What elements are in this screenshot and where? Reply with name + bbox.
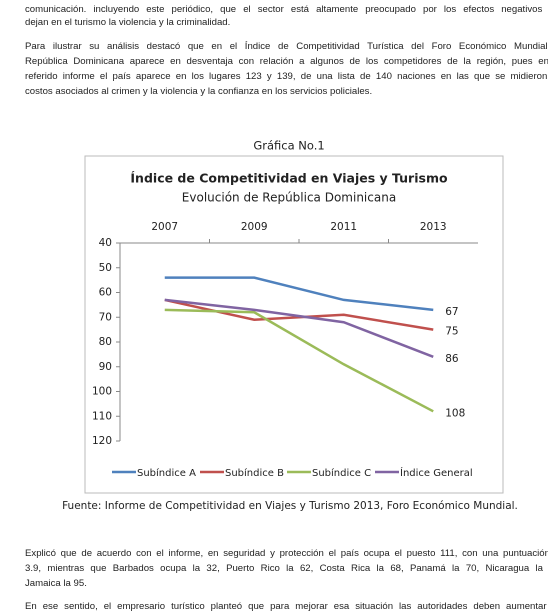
x-tick-label: 2009 — [241, 221, 268, 233]
data-label: 67 — [445, 306, 458, 318]
source: Fuente: Informe de Competitividad en Via… — [62, 500, 518, 512]
text-line: comunicación. incluyendo este periódico,… — [25, 4, 548, 15]
y-tick-label: 40 — [99, 237, 112, 249]
y-tick-label: 90 — [99, 361, 112, 373]
series-line — [164, 298, 434, 359]
y-tick-label: 80 — [99, 336, 112, 348]
legend-label: Subíndice C — [312, 467, 371, 479]
chart-subtitle: Evolución de República Dominicana — [182, 191, 396, 205]
y-tick-label: 100 — [92, 386, 112, 398]
y-tick-label: 110 — [92, 410, 112, 422]
text-line: referido informe el país aparece en los … — [25, 71, 548, 82]
y-tick-label: 60 — [99, 287, 112, 299]
data-label: 75 — [445, 326, 458, 338]
legend-label: Subíndice A — [137, 467, 196, 479]
y-tick-label: 50 — [99, 262, 112, 274]
text-line: República Dominicana aparece en desventa… — [25, 56, 548, 67]
x-tick-label: 2013 — [420, 221, 447, 233]
y-tick-label: 120 — [92, 435, 112, 447]
figure-caption: Gráfica No.1 — [253, 139, 324, 153]
text-line: Explicó que de acuerdo con el informe, e… — [25, 548, 548, 559]
x-tick-label: 2011 — [330, 221, 357, 233]
text-line: En ese sentido, el empresario turístico … — [25, 601, 548, 612]
series-line — [164, 276, 434, 312]
text-line: Para ilustrar su análisis destacó que en… — [25, 41, 548, 52]
text-line: costos asociados al crimen y la violenci… — [25, 86, 373, 97]
text-line: dejan en el turismo la violencia y la cr… — [25, 17, 231, 28]
legend-label: Índice General — [400, 466, 473, 479]
data-label: 108 — [445, 407, 465, 419]
y-tick-label: 70 — [99, 311, 112, 323]
text-line: Jamaica la 95. — [25, 578, 87, 589]
data-label: 86 — [445, 353, 459, 365]
chart-frame — [84, 155, 504, 494]
text-line: 3.9, mientras que Barbados ocupa la 32, … — [25, 563, 548, 574]
chart-title: Índice de Competitividad en Viajes y Tur… — [130, 171, 448, 186]
x-tick-label: 2007 — [151, 221, 178, 233]
legend-label: Subíndice B — [225, 467, 284, 479]
series-line — [164, 308, 434, 413]
